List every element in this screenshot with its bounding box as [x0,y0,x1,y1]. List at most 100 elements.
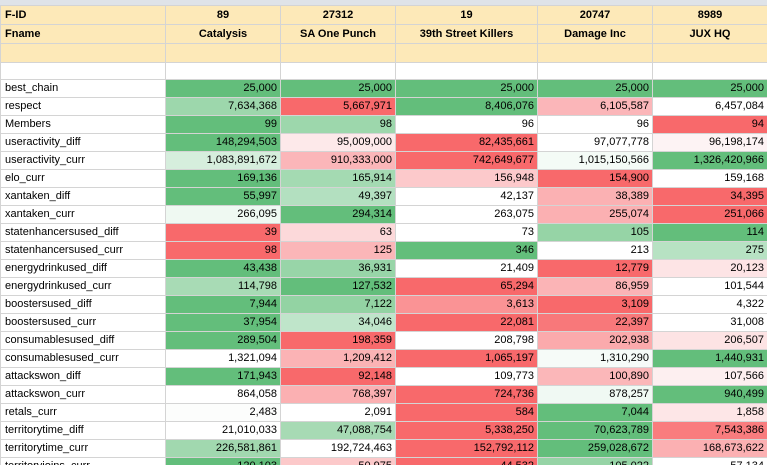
metric-value-cell[interactable]: 21,409 [395,259,538,278]
metric-value-cell[interactable]: 7,944 [165,295,281,314]
metric-value-cell[interactable]: 109,773 [395,367,538,386]
metric-value-cell[interactable]: 2,483 [165,403,281,422]
metric-value-cell[interactable]: 105,022 [537,457,653,465]
metric-value-cell[interactable]: 7,122 [280,295,396,314]
metric-value-cell[interactable]: 94 [652,115,767,134]
metric-value-cell[interactable]: 159,168 [652,169,767,188]
metric-value-cell[interactable]: 8,406,076 [395,97,538,116]
metric-value-cell[interactable]: 96 [537,115,653,134]
metric-value-cell[interactable]: 213 [537,241,653,260]
metric-value-cell[interactable]: 910,333,000 [280,151,396,170]
metric-label-cell[interactable]: statenhancersused_diff [0,223,166,242]
faction-name-cell[interactable]: Catalysis [165,24,281,44]
metric-value-cell[interactable]: 169,136 [165,169,281,188]
empty-cell[interactable] [537,43,653,63]
metric-value-cell[interactable]: 584 [395,403,538,422]
faction-name-cell[interactable]: JUX HQ [652,24,767,44]
metric-value-cell[interactable]: 99 [165,115,281,134]
metric-value-cell[interactable]: 31,008 [652,313,767,332]
metric-value-cell[interactable]: 259,028,672 [537,439,653,458]
metric-value-cell[interactable]: 5,667,971 [280,97,396,116]
metric-value-cell[interactable]: 263,075 [395,205,538,224]
metric-value-cell[interactable]: 198,359 [280,331,396,350]
metric-value-cell[interactable]: 1,209,412 [280,349,396,368]
metric-value-cell[interactable]: 226,581,861 [165,439,281,458]
metric-value-cell[interactable]: 114 [652,223,767,242]
metric-value-cell[interactable]: 92,148 [280,367,396,386]
empty-cell[interactable] [537,62,653,80]
faction-name-cell[interactable]: SA One Punch [280,24,396,44]
metric-value-cell[interactable]: 289,504 [165,331,281,350]
metric-value-cell[interactable]: 70,623,789 [537,421,653,440]
metric-value-cell[interactable]: 97,077,778 [537,133,653,152]
metric-label-cell[interactable]: energydrinkused_curr [0,277,166,296]
metric-value-cell[interactable]: 127,532 [280,277,396,296]
empty-cell[interactable] [652,62,767,80]
metric-value-cell[interactable]: 21,010,033 [165,421,281,440]
metric-value-cell[interactable]: 43,438 [165,259,281,278]
metric-value-cell[interactable]: 251,066 [652,205,767,224]
metric-value-cell[interactable]: 120,103 [165,457,281,465]
metric-label-cell[interactable]: xantaken_curr [0,205,166,224]
metric-value-cell[interactable]: 100,890 [537,367,653,386]
metric-label-cell[interactable]: elo_curr [0,169,166,188]
empty-cell[interactable] [165,62,281,80]
metric-value-cell[interactable]: 3,613 [395,295,538,314]
metric-value-cell[interactable]: 168,673,622 [652,439,767,458]
metric-value-cell[interactable]: 25,000 [165,79,281,98]
metric-value-cell[interactable]: 34,046 [280,313,396,332]
metric-value-cell[interactable]: 95,009,000 [280,133,396,152]
metric-value-cell[interactable]: 266,095 [165,205,281,224]
metric-value-cell[interactable]: 125 [280,241,396,260]
metric-value-cell[interactable]: 114,798 [165,277,281,296]
metric-label-cell[interactable]: retals_curr [0,403,166,422]
metric-value-cell[interactable]: 192,724,463 [280,439,396,458]
metric-label-cell[interactable]: territorytime_diff [0,421,166,440]
metric-value-cell[interactable]: 22,081 [395,313,538,332]
metric-value-cell[interactable]: 7,634,368 [165,97,281,116]
metric-value-cell[interactable]: 1,440,931 [652,349,767,368]
metric-label-cell[interactable]: xantaken_diff [0,187,166,206]
metric-label-cell[interactable]: attackswon_diff [0,367,166,386]
empty-cell[interactable] [0,43,166,63]
metric-value-cell[interactable]: 1,015,150,566 [537,151,653,170]
metric-value-cell[interactable]: 57,134 [652,457,767,465]
metric-value-cell[interactable]: 7,543,386 [652,421,767,440]
metric-value-cell[interactable]: 294,314 [280,205,396,224]
metric-value-cell[interactable]: 55,997 [165,187,281,206]
metric-value-cell[interactable]: 1,083,891,672 [165,151,281,170]
metric-label-cell[interactable]: territoryjoins_curr [0,457,166,465]
metric-value-cell[interactable]: 724,736 [395,385,538,404]
faction-id-cell[interactable]: 8989 [652,5,767,25]
metric-value-cell[interactable]: 25,000 [652,79,767,98]
metric-value-cell[interactable]: 98 [280,115,396,134]
metric-label-cell[interactable]: respect [0,97,166,116]
metric-label-cell[interactable]: useractivity_curr [0,151,166,170]
metric-value-cell[interactable]: 275 [652,241,767,260]
metric-label-cell[interactable]: boostersused_curr [0,313,166,332]
faction-id-cell[interactable]: 19 [395,5,538,25]
metric-value-cell[interactable]: 38,389 [537,187,653,206]
metric-value-cell[interactable]: 1,321,094 [165,349,281,368]
metric-value-cell[interactable]: 7,044 [537,403,653,422]
metric-value-cell[interactable]: 42,137 [395,187,538,206]
metric-value-cell[interactable]: 1,310,290 [537,349,653,368]
metric-value-cell[interactable]: 65,294 [395,277,538,296]
metric-value-cell[interactable]: 171,943 [165,367,281,386]
metric-value-cell[interactable]: 49,397 [280,187,396,206]
metric-value-cell[interactable]: 768,397 [280,385,396,404]
metric-value-cell[interactable]: 864,058 [165,385,281,404]
metric-value-cell[interactable]: 98 [165,241,281,260]
metric-value-cell[interactable]: 255,074 [537,205,653,224]
metric-label-cell[interactable]: statenhancersused_curr [0,241,166,260]
metric-value-cell[interactable]: 73 [395,223,538,242]
metric-value-cell[interactable]: 1,326,420,966 [652,151,767,170]
empty-cell[interactable] [0,62,166,80]
metric-label-cell[interactable]: attackswon_curr [0,385,166,404]
metric-value-cell[interactable]: 165,914 [280,169,396,188]
metric-value-cell[interactable]: 742,649,677 [395,151,538,170]
faction-id-cell[interactable]: 20747 [537,5,653,25]
metric-label-cell[interactable]: energydrinkused_diff [0,259,166,278]
metric-value-cell[interactable]: 47,088,754 [280,421,396,440]
metric-label-cell[interactable]: consumablesused_curr [0,349,166,368]
